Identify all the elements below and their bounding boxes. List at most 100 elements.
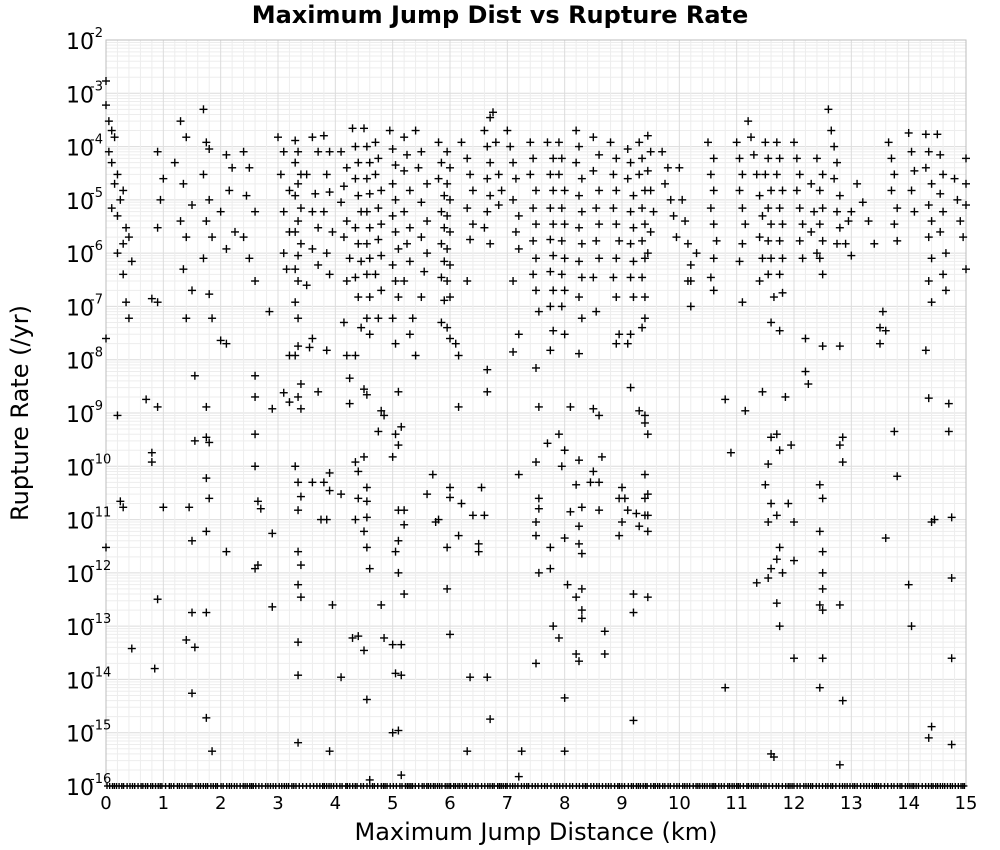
data-point (202, 474, 211, 483)
data-point (618, 518, 626, 527)
data-point (351, 458, 360, 467)
data-point (394, 387, 403, 396)
data-point (818, 270, 827, 279)
y-tick-label: 10-7 (66, 292, 103, 321)
data-point (876, 339, 884, 348)
data-point (944, 399, 953, 408)
data-point (397, 671, 406, 680)
data-point (801, 367, 810, 376)
data-point (830, 142, 839, 151)
data-point (658, 147, 667, 156)
data-point (391, 339, 400, 348)
data-point (122, 298, 131, 307)
data-point (592, 307, 601, 316)
data-point (463, 154, 472, 163)
y-tick-label: 10-5 (66, 186, 103, 215)
data-point (635, 170, 644, 179)
data-point (279, 249, 288, 258)
data-point (457, 138, 466, 147)
data-point (443, 211, 452, 220)
data-point (509, 277, 518, 286)
data-point (752, 170, 761, 179)
data-point (365, 330, 374, 339)
data-point (182, 233, 191, 242)
data-point (546, 543, 555, 552)
data-point (549, 251, 558, 260)
data-point (509, 195, 518, 204)
data-point (669, 211, 678, 220)
data-point (294, 547, 303, 556)
data-point (692, 249, 701, 258)
data-point (357, 257, 366, 266)
data-point (202, 217, 211, 226)
data-point (337, 490, 346, 499)
data-point (847, 207, 856, 216)
data-point (322, 170, 331, 179)
data-point (709, 286, 718, 295)
data-point (486, 715, 495, 724)
data-point (190, 371, 199, 380)
data-point (446, 163, 454, 172)
data-point (629, 223, 638, 232)
data-point (623, 145, 632, 154)
data-point (443, 323, 452, 332)
data-point (962, 201, 970, 210)
data-point (546, 235, 555, 244)
data-point (474, 539, 483, 548)
data-point (391, 669, 400, 678)
data-point (325, 147, 334, 156)
data-point (632, 509, 641, 518)
data-point (778, 186, 787, 195)
data-point (709, 220, 718, 229)
data-point (294, 506, 303, 515)
data-point (893, 204, 902, 213)
data-point (947, 740, 956, 749)
data-point (827, 126, 836, 135)
data-point (408, 314, 417, 323)
data-point (595, 478, 604, 487)
data-point (188, 286, 196, 295)
y-tick-base: 10 (66, 723, 94, 748)
data-point (744, 117, 753, 126)
data-point (308, 334, 317, 343)
data-point (354, 632, 363, 641)
data-point (735, 186, 744, 195)
data-point (721, 683, 730, 692)
data-point (560, 534, 569, 543)
data-point (557, 270, 566, 279)
data-point (337, 147, 346, 156)
data-point (360, 527, 368, 536)
data-point (767, 564, 776, 573)
data-point (847, 251, 856, 260)
data-point (549, 622, 558, 631)
data-point (663, 163, 672, 172)
data-point (362, 390, 371, 399)
data-point (228, 163, 237, 172)
data-point (643, 490, 652, 499)
data-point (483, 174, 492, 183)
data-point (560, 747, 569, 756)
data-point (365, 775, 374, 784)
data-point (726, 448, 735, 457)
data-point (294, 580, 303, 589)
data-point (102, 101, 110, 110)
data-point (844, 217, 853, 226)
data-point (775, 154, 784, 163)
data-point (629, 191, 638, 200)
data-point (185, 503, 194, 512)
data-point (296, 404, 305, 413)
data-point (572, 480, 581, 489)
data-point (107, 204, 116, 213)
data-point (365, 223, 374, 232)
data-point (365, 158, 374, 167)
y-tick-exponent: -14 (90, 665, 111, 680)
data-point (546, 204, 555, 213)
data-point (342, 163, 351, 172)
x-tick-label: 11 (725, 793, 748, 814)
data-point (400, 133, 409, 142)
data-point (546, 302, 555, 311)
x-axis-ticks: 0 1 2 3 4 5 6 7 8 9 10 11 12 13 14 15 (100, 793, 977, 814)
data-point (391, 227, 400, 236)
data-point (735, 257, 744, 266)
data-point (182, 133, 191, 142)
